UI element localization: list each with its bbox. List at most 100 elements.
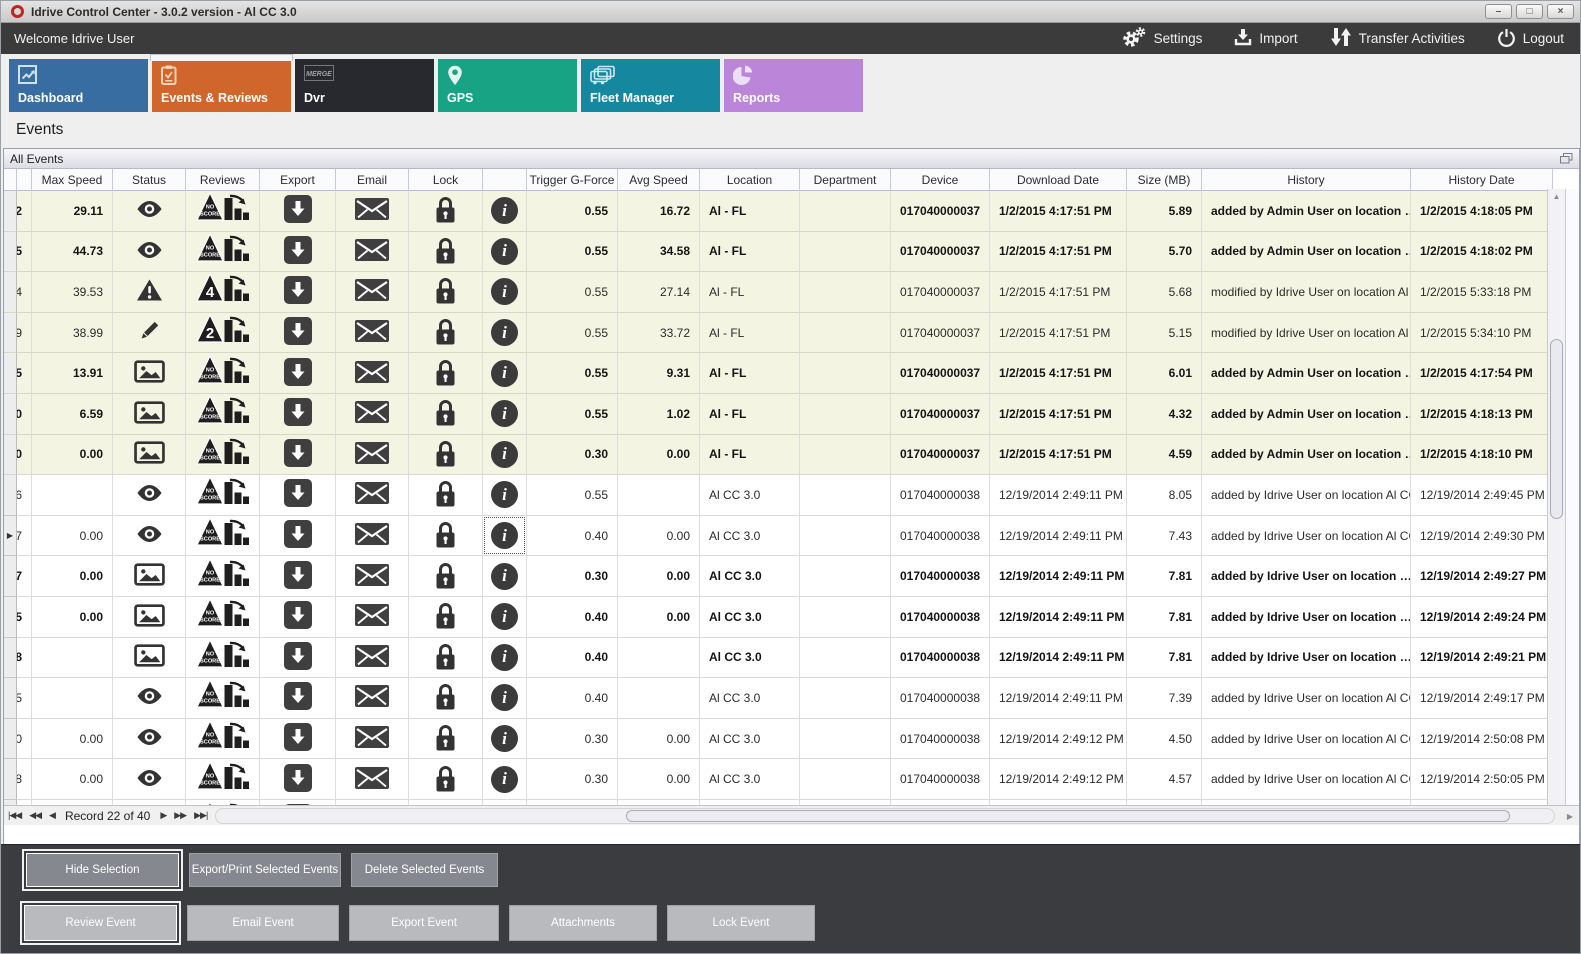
export-icon[interactable] [283, 723, 312, 754]
settings-button[interactable]: Settings [1121, 26, 1202, 51]
lock-icon[interactable] [433, 397, 458, 430]
import-button[interactable]: Import [1234, 28, 1298, 50]
transfer-activities-button[interactable]: Transfer Activities [1330, 27, 1465, 50]
lock-icon[interactable] [433, 478, 458, 511]
email-icon[interactable] [355, 279, 389, 304]
prev-record-button[interactable]: ◀ [49, 810, 56, 820]
export-icon[interactable] [283, 520, 312, 551]
lock-icon[interactable] [433, 275, 458, 308]
column-header-location[interactable]: Location [700, 169, 800, 191]
column-header-device[interactable]: Device [891, 169, 990, 191]
export-icon[interactable] [283, 763, 312, 795]
info-icon[interactable]: i [491, 440, 518, 468]
review-score-icon[interactable]: 4 [195, 273, 249, 310]
vertical-scrollbar[interactable]: ▲ ▼ [1547, 189, 1565, 825]
column-header-size[interactable]: Size (MB) [1127, 169, 1202, 191]
export-icon[interactable] [283, 317, 312, 348]
column-header-download_date[interactable]: Download Date [990, 169, 1127, 191]
tab-dvr[interactable]: MERGE Dvr [295, 59, 434, 112]
tab-dashboard[interactable]: Dashboard [9, 59, 148, 112]
lock-event-button[interactable]: Lock Event [667, 905, 815, 941]
info-icon[interactable]: i [491, 603, 518, 631]
export-icon[interactable] [283, 276, 312, 307]
info-icon[interactable]: i [491, 725, 518, 753]
minimize-button[interactable]: – [1485, 4, 1512, 19]
scroll-up-icon[interactable]: ▲ [1552, 192, 1561, 201]
email-icon[interactable] [355, 482, 389, 507]
review-event-button[interactable]: Review Event [20, 901, 181, 945]
lock-icon[interactable] [433, 438, 458, 471]
info-icon[interactable]: i [491, 278, 518, 306]
export-icon[interactable] [283, 235, 312, 267]
column-header-history_date[interactable]: History Date [1411, 169, 1553, 191]
hide-selection-button[interactable]: Hide Selection [22, 849, 183, 891]
maximize-button[interactable]: □ [1516, 4, 1543, 19]
email-icon[interactable] [355, 563, 389, 589]
last-record-button[interactable]: ▶▶| [194, 810, 208, 820]
column-header-lock[interactable]: Lock [409, 169, 483, 191]
horizontal-scrollbar[interactable] [215, 807, 1555, 824]
restore-panel-icon[interactable] [1560, 153, 1573, 164]
export-event-button[interactable]: Export Event [349, 905, 499, 941]
export-icon[interactable] [283, 398, 312, 429]
column-header-export[interactable]: Export [260, 169, 336, 191]
lock-icon[interactable] [433, 681, 458, 714]
column-header-department[interactable]: Department [800, 169, 891, 191]
email-icon[interactable] [355, 441, 389, 467]
info-icon[interactable]: i [491, 481, 518, 509]
email-icon[interactable] [355, 604, 389, 629]
lock-icon[interactable] [433, 235, 458, 268]
info-icon[interactable]: i [491, 684, 518, 712]
column-header-status[interactable]: Status [113, 169, 186, 191]
email-icon[interactable] [355, 685, 389, 710]
attachments-button[interactable]: Attachments [509, 905, 657, 941]
export-icon[interactable] [283, 601, 312, 632]
lock-icon[interactable] [433, 600, 458, 633]
column-header-avg_speed[interactable]: Avg Speed [618, 169, 700, 191]
tab-gps[interactable]: GPS [438, 59, 577, 112]
scroll-right-icon[interactable]: ▶ [1566, 812, 1573, 821]
export-icon[interactable] [283, 479, 312, 510]
export-icon[interactable] [283, 195, 312, 226]
export-icon[interactable] [283, 641, 312, 673]
export-icon[interactable] [283, 438, 312, 470]
info-icon[interactable]: i [491, 643, 518, 671]
email-icon[interactable] [355, 644, 389, 670]
info-icon[interactable]: i [491, 765, 518, 793]
info-icon[interactable]: i [491, 522, 518, 550]
column-header-max_speed[interactable]: Max Speed [32, 169, 113, 191]
tab-reports[interactable]: Reports [724, 59, 863, 112]
column-header-trigger[interactable]: Trigger G-Force [527, 169, 618, 191]
first-record-button[interactable]: |◀◀ [8, 810, 22, 820]
email-icon[interactable] [355, 198, 389, 223]
export-print-selected-events-button[interactable]: Export/Print Selected Events [189, 853, 341, 887]
tab-events-reviews[interactable]: Events & Reviews [150, 54, 293, 112]
email-icon[interactable] [355, 360, 389, 386]
export-icon[interactable] [283, 560, 312, 592]
info-icon[interactable]: i [491, 359, 518, 387]
export-icon[interactable] [283, 682, 312, 713]
email-icon[interactable] [355, 238, 389, 264]
